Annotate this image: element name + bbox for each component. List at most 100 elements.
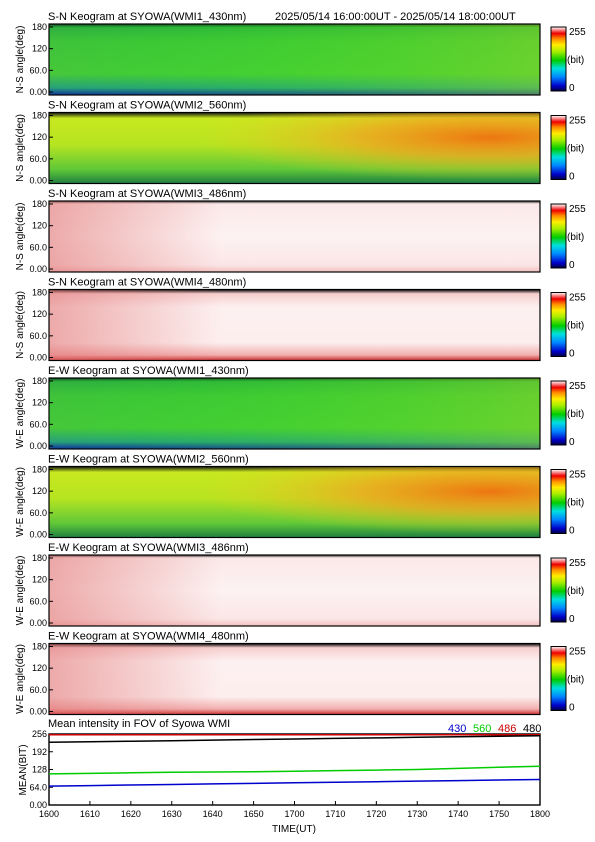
x-tick-label: 1750 bbox=[489, 809, 509, 819]
line-plot-y-ticks: 256 192 128 64.0 0.00 bbox=[29, 729, 53, 810]
y-tick-label: 120 bbox=[32, 309, 47, 319]
y-tick-label: 0.00 bbox=[29, 264, 47, 274]
panel-title: S-N Keogram at SYOWA(WMI4_480nm) bbox=[48, 277, 246, 289]
line-plot-x-ticks: 1600 1610 1620 1630 1640 1650 1700 1710 1720 1730… bbox=[39, 801, 550, 819]
panel-frame bbox=[48, 465, 541, 539]
panel-ylabel: W-E angle(deg) bbox=[15, 379, 26, 449]
legend-entry: 430 bbox=[448, 723, 466, 735]
line-plot-frame bbox=[48, 733, 541, 806]
legend-entry: 560 bbox=[473, 723, 491, 735]
y-tick-label: 0.00 bbox=[29, 530, 47, 540]
y-tick-label: 180 bbox=[32, 553, 47, 563]
y-tick-label: 180 bbox=[32, 465, 47, 475]
y-tick-label: 180 bbox=[32, 288, 47, 298]
colorbar bbox=[550, 115, 567, 180]
colorbar-min-label: 0 bbox=[569, 172, 575, 183]
colorbar-max-label: 255 bbox=[569, 470, 586, 481]
keogram-overlay bbox=[49, 555, 540, 626]
panel-ylabel: W-E angle(deg) bbox=[15, 467, 26, 537]
colorbar bbox=[550, 26, 567, 92]
y-tick-label: 256 bbox=[32, 729, 47, 739]
line-chart-title: Mean intensity in FOV of Syowa WMI bbox=[48, 718, 230, 730]
colorbar-unit-label: (bit) bbox=[567, 321, 584, 332]
colorbar-max-label: 255 bbox=[569, 204, 586, 215]
keogram-panel: E-W Keogram at SYOWA(WMI2_560nm)180 120 60… bbox=[15, 454, 586, 540]
legend: 430 560 486 480 bbox=[448, 723, 541, 735]
x-tick-label: 1610 bbox=[80, 809, 100, 819]
panel-title: S-N Keogram at SYOWA(WMI2_560nm) bbox=[48, 100, 246, 112]
keogram-panel: S-N Keogram at SYOWA(WMI4_480nm)180 120 60… bbox=[15, 277, 586, 363]
colorbar-unit-label: (bit) bbox=[567, 55, 584, 66]
colorbar-min-label: 0 bbox=[569, 349, 575, 360]
keogram-panels: S-N Keogram at SYOWA(WMI1_430nm)18012060… bbox=[15, 11, 586, 717]
colorbar-min-label: 0 bbox=[569, 614, 575, 625]
keogram-panel: S-N Keogram at SYOWA(WMI1_430nm)180 120 60… bbox=[15, 11, 586, 97]
x-tick-label: 1710 bbox=[325, 809, 345, 819]
x-tick-label: 1800 bbox=[530, 809, 550, 819]
colorbar-min-label: 0 bbox=[569, 703, 575, 714]
y-tick-label: 120 bbox=[32, 663, 47, 673]
colorbar-max-label: 255 bbox=[569, 381, 586, 392]
x-tick-label: 1630 bbox=[162, 809, 182, 819]
y-tick-label: 60.0 bbox=[29, 685, 47, 695]
x-tick-label: 1600 bbox=[39, 809, 59, 819]
y-tick-label: 60.0 bbox=[29, 419, 47, 429]
panel-title: S-N Keogram at SYOWA(WMI3_486nm) bbox=[48, 188, 246, 200]
y-tick-label: 0.00 bbox=[29, 618, 47, 628]
x-tick-label: 1700 bbox=[284, 809, 304, 819]
y-tick-label: 120 bbox=[32, 221, 47, 231]
line-plot-series bbox=[48, 734, 541, 787]
line-plot-ylabel: MEAN(BIT) bbox=[18, 744, 29, 795]
keogram-panel: E-W Keogram at SYOWA(WMI3_486nm)180 120 60… bbox=[15, 542, 586, 628]
y-tick-label: 60.0 bbox=[29, 242, 47, 252]
panel-frame bbox=[48, 111, 541, 185]
keogram-overlay bbox=[49, 643, 540, 715]
colorbar-unit-label: (bit) bbox=[567, 498, 584, 509]
x-tick-label: 1740 bbox=[448, 809, 468, 819]
colorbar-max-label: 255 bbox=[569, 647, 586, 658]
colorbar-max-label: 255 bbox=[569, 558, 586, 569]
panel-ylabel: N-S angle(deg) bbox=[15, 291, 26, 359]
panel-frame bbox=[48, 377, 541, 450]
y-tick-label: 192 bbox=[32, 747, 47, 757]
colorbar-unit-label: (bit) bbox=[567, 409, 584, 420]
panel-title: E-W Keogram at SYOWA(WMI1_430nm) bbox=[48, 365, 249, 377]
panel-frame bbox=[48, 200, 541, 273]
colorbar-unit-label: (bit) bbox=[567, 586, 584, 597]
keogram-overlay bbox=[49, 112, 540, 184]
y-tick-label: 60.0 bbox=[29, 154, 47, 164]
colorbar-max-label: 255 bbox=[569, 27, 586, 38]
colorbar bbox=[550, 469, 567, 534]
y-tick-label: 60.0 bbox=[29, 65, 47, 75]
panel-ylabel: N-S angle(deg) bbox=[15, 203, 26, 271]
x-tick-label: 1640 bbox=[203, 809, 223, 819]
panel-title: E-W Keogram at SYOWA(WMI2_560nm) bbox=[48, 454, 249, 466]
y-tick-label: 180 bbox=[32, 642, 47, 652]
colorbar-unit-label: (bit) bbox=[567, 144, 584, 155]
time-range-header: 2025/05/14 16:00:00UT - 2025/05/14 18:00… bbox=[275, 11, 516, 23]
colorbar-max-label: 255 bbox=[569, 116, 586, 127]
legend-entry: 480 bbox=[523, 723, 541, 735]
colorbar-min-label: 0 bbox=[569, 437, 575, 448]
y-tick-label: 180 bbox=[32, 22, 47, 32]
y-tick-label: 64.0 bbox=[29, 782, 47, 792]
y-tick-label: 120 bbox=[32, 575, 47, 585]
y-tick-label: 0.00 bbox=[29, 353, 47, 363]
series-line-430 bbox=[48, 778, 541, 787]
colorbar-unit-label: (bit) bbox=[567, 232, 584, 243]
y-tick-label: 120 bbox=[32, 486, 47, 496]
colorbar-min-label: 0 bbox=[569, 83, 575, 94]
panel-frame bbox=[48, 288, 541, 362]
line-plot-xlabel: TIME(UT) bbox=[272, 824, 316, 835]
mean-intensity-plot: Mean intensity in FOV of Syowa WMI 430 56… bbox=[18, 718, 550, 835]
y-tick-label: 128 bbox=[32, 765, 47, 775]
panel-frame bbox=[48, 23, 541, 96]
panel-frame bbox=[48, 642, 541, 716]
colorbar-max-label: 255 bbox=[569, 293, 586, 304]
colorbar bbox=[550, 646, 567, 711]
y-tick-label: 0.00 bbox=[29, 707, 47, 717]
colorbar bbox=[550, 292, 567, 357]
series-line-560 bbox=[48, 765, 541, 775]
keogram-overlay bbox=[49, 289, 540, 361]
